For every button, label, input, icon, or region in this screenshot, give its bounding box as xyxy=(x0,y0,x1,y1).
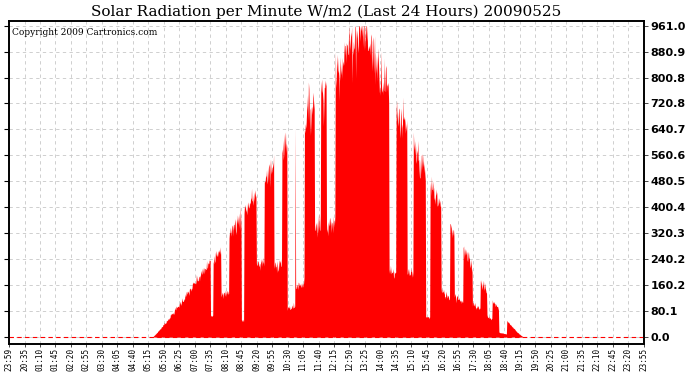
Text: Copyright 2009 Cartronics.com: Copyright 2009 Cartronics.com xyxy=(12,27,157,36)
Title: Solar Radiation per Minute W/m2 (Last 24 Hours) 20090525: Solar Radiation per Minute W/m2 (Last 24… xyxy=(91,4,562,18)
